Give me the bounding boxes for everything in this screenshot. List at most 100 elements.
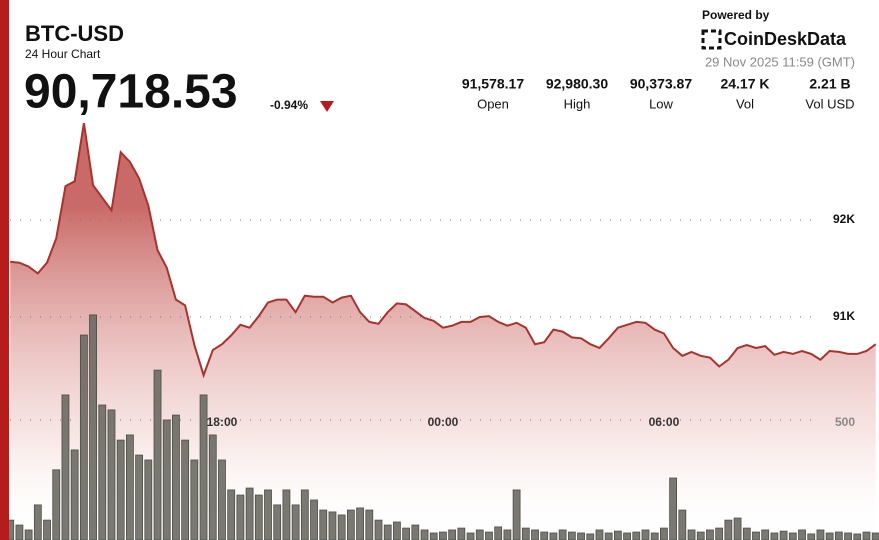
- volume-bar: [254, 494, 263, 540]
- volume-bar: [485, 531, 493, 540]
- volume-bar: [540, 531, 549, 540]
- volume-bar: [153, 369, 162, 540]
- stat-value: 24.17 K: [720, 76, 769, 92]
- volume-bar: [466, 532, 475, 540]
- volume-bar: [834, 531, 843, 540]
- volume-bar: [724, 519, 733, 540]
- volume-bar: [374, 519, 383, 540]
- volume-bar: [337, 514, 346, 540]
- volume-bar: [89, 314, 97, 540]
- change: -0.94%: [270, 98, 308, 112]
- volume-bar: [798, 529, 806, 540]
- volume-bar: [291, 504, 300, 540]
- timestamp: 29 Nov 2025 11:59 (GMT): [705, 54, 855, 69]
- volume-bar: [641, 529, 650, 540]
- volume-bar: [190, 459, 199, 540]
- volume-bar: [853, 533, 862, 540]
- volume-bar: [15, 524, 24, 540]
- volume-bar: [116, 439, 125, 540]
- volume-bar: [825, 532, 834, 540]
- volume-bar: [411, 524, 420, 540]
- volume-bar: [696, 531, 705, 540]
- x-tick-label: 00:00: [428, 415, 459, 429]
- subtitle: 24 Hour Chart: [25, 47, 101, 61]
- volume-bar: [521, 527, 530, 540]
- volume-bar: [586, 533, 595, 540]
- volume-bar: [475, 529, 484, 540]
- volume-bar: [752, 531, 760, 540]
- volume-bar: [420, 529, 429, 540]
- stat-value: 2.21 B: [809, 76, 850, 92]
- volume-bar: [613, 530, 622, 540]
- volume-bar: [98, 404, 107, 540]
- volume-bar: [264, 489, 272, 540]
- volume-bar: [43, 519, 51, 540]
- volume-bar: [650, 532, 659, 540]
- volume-bar: [218, 459, 226, 540]
- volume-bar: [604, 532, 613, 540]
- volume-bar: [660, 527, 668, 540]
- volume-bar: [172, 414, 180, 540]
- plot: 91K 92K 500 18:00 00:00 06:00: [6, 122, 879, 540]
- volume-bar: [393, 521, 401, 540]
- price-line: [10, 122, 877, 379]
- brand-bold: CoinDesk: [724, 29, 808, 49]
- volume-bar: [282, 489, 291, 540]
- volume-bar: [678, 509, 687, 540]
- volume-bar: [208, 434, 217, 540]
- volume-bar: [245, 487, 254, 540]
- volume-bar: [733, 517, 742, 540]
- volume-bar: [623, 532, 631, 540]
- title: BTC-USD: [25, 21, 124, 46]
- volume-bar: [126, 434, 134, 540]
- logo-icon: [701, 29, 722, 50]
- stat-label: Vol USD: [805, 96, 854, 111]
- volume-bar: [402, 527, 411, 540]
- volume-bar: [779, 530, 788, 540]
- volume-bar: [862, 531, 871, 540]
- price-area: [10, 123, 876, 540]
- volume-bar: [365, 509, 374, 540]
- brand-light: Data: [807, 29, 847, 49]
- volume-bar: [300, 489, 309, 540]
- volume-bar: [356, 507, 364, 540]
- volume-bar: [448, 529, 457, 540]
- x-tick-label: 06:00: [649, 415, 680, 429]
- volume-bar: [135, 454, 144, 540]
- stat-label: Vol: [736, 96, 754, 111]
- volume-bar: [816, 529, 825, 540]
- y-tick-label: 91K: [833, 309, 855, 323]
- brand: CoinDeskData: [724, 29, 847, 49]
- volume-bar: [669, 477, 678, 540]
- volume-tick-label: 500: [835, 415, 855, 429]
- volume-bar: [807, 533, 816, 540]
- volume-bar: [273, 504, 282, 540]
- volume-bar: [871, 532, 879, 540]
- volume-bar: [687, 529, 696, 540]
- volume-bar: [310, 499, 318, 540]
- powered-by: Powered by: [702, 8, 770, 22]
- stat-label: Open: [477, 96, 509, 111]
- volume-bar: [577, 532, 585, 540]
- volume-bar: [319, 509, 328, 540]
- stat-label: Low: [649, 96, 673, 111]
- price: 90,718.53: [24, 66, 238, 119]
- volume-bar: [52, 469, 61, 540]
- volume-bar: [494, 526, 503, 540]
- volume-bar: [457, 527, 466, 540]
- volume-bar: [383, 524, 392, 540]
- volume-bar: [567, 531, 576, 540]
- volume-bar: [595, 529, 604, 540]
- volume-bar: [328, 511, 337, 540]
- volume-bar: [715, 527, 724, 540]
- volume-bar: [70, 449, 79, 540]
- volume-bar: [549, 532, 558, 540]
- stat-value: 92,980.30: [546, 76, 608, 92]
- volume-bar: [439, 531, 447, 540]
- volume-bar: [346, 509, 355, 540]
- volume-bar: [144, 459, 153, 540]
- logo: CoinDeskData: [701, 29, 847, 50]
- accent-strip: [0, 0, 9, 540]
